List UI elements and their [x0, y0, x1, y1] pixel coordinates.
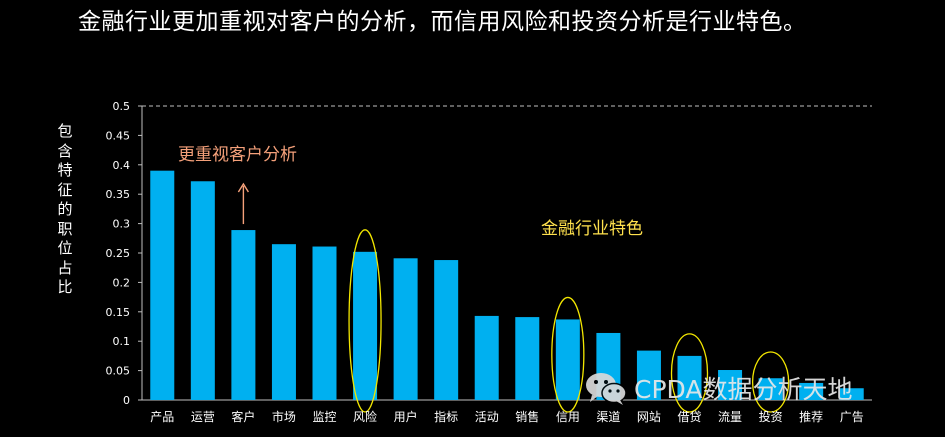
bar	[231, 230, 256, 400]
y-tick-label: 0.25	[106, 247, 131, 260]
bar	[434, 260, 459, 400]
x-tick-label: 广告	[840, 410, 864, 424]
bar	[718, 370, 743, 400]
page-title: 金融行业更加重视对客户的分析，而信用风险和投资分析是行业特色。	[78, 9, 807, 35]
bar	[190, 181, 215, 400]
x-tick-label: 客户	[231, 409, 255, 424]
x-tick-label: 销售	[515, 409, 539, 424]
bar	[515, 317, 540, 400]
annotation-arrowhead	[237, 182, 249, 193]
y-tick-label: 0.15	[106, 306, 131, 319]
highlight-ring	[751, 351, 790, 413]
x-tick-label: 网站	[637, 410, 661, 424]
bar	[271, 244, 296, 400]
highlight-ring	[348, 229, 382, 413]
x-tick-label: 流量	[718, 410, 742, 424]
bar	[353, 251, 378, 400]
bars	[150, 170, 864, 400]
y-tick-label: 0.4	[113, 159, 131, 172]
bar	[555, 319, 580, 400]
highlight-ring	[670, 333, 709, 413]
bar	[474, 315, 499, 400]
y-tick-label: 0.3	[113, 218, 131, 231]
x-tick-label: 推荐	[799, 410, 823, 424]
x-tick-label: 投资	[759, 409, 783, 424]
bar	[636, 350, 661, 400]
x-tick-label: 活动	[475, 410, 499, 424]
y-tick-label: 0.45	[106, 129, 131, 142]
y-tick-label: 0.1	[113, 335, 131, 348]
bar	[150, 170, 175, 400]
bar	[393, 258, 418, 400]
y-tick-label: 0.5	[113, 100, 131, 113]
x-tick-labels: 产品 运营 客户 市场 监控 风险 用户 指标 活动 销售 信用 渠道 网站 借贷 流量 投资 推荐 广告	[150, 409, 863, 424]
bar	[312, 246, 337, 400]
x-tick-label: 风险	[353, 409, 377, 424]
y-tick-label: 0	[123, 394, 130, 407]
annotation-finance: 金融行业特色	[541, 219, 643, 239]
x-tick-label: 市场	[272, 409, 296, 424]
y-tick-labels: 0 0.05 0.1 0.15 0.2 0.25 0.3 0.35 0.4 0.45 0.5	[106, 100, 142, 407]
watermark-text: CPDA数据分析天地	[634, 375, 853, 404]
bar	[839, 388, 864, 400]
y-tick-label: 0.05	[106, 365, 131, 378]
x-tick-label: 用户	[394, 409, 418, 424]
x-tick-label: 信用	[556, 410, 580, 424]
x-tick-label: 监控	[312, 410, 336, 424]
x-tick-label: 运营	[191, 410, 215, 424]
y-tick-label: 0.35	[106, 188, 131, 201]
bar	[799, 382, 824, 400]
bar	[758, 378, 783, 400]
x-tick-label: 产品	[150, 410, 174, 424]
wechat-icon	[586, 373, 627, 405]
bar	[677, 355, 702, 400]
y-tick-label: 0.2	[113, 276, 131, 289]
x-tick-label: 渠道	[596, 410, 620, 424]
highlight-rings	[348, 229, 790, 413]
watermark: CPDA数据分析天地	[584, 368, 852, 408]
y-axis-label: 包含特征的职位占比	[57, 122, 73, 296]
x-tick-label: 借贷	[677, 410, 701, 424]
highlight-ring	[551, 296, 585, 413]
annotation-customer: 更重视客户分析	[178, 145, 297, 165]
x-tick-label: 指标	[434, 409, 458, 424]
